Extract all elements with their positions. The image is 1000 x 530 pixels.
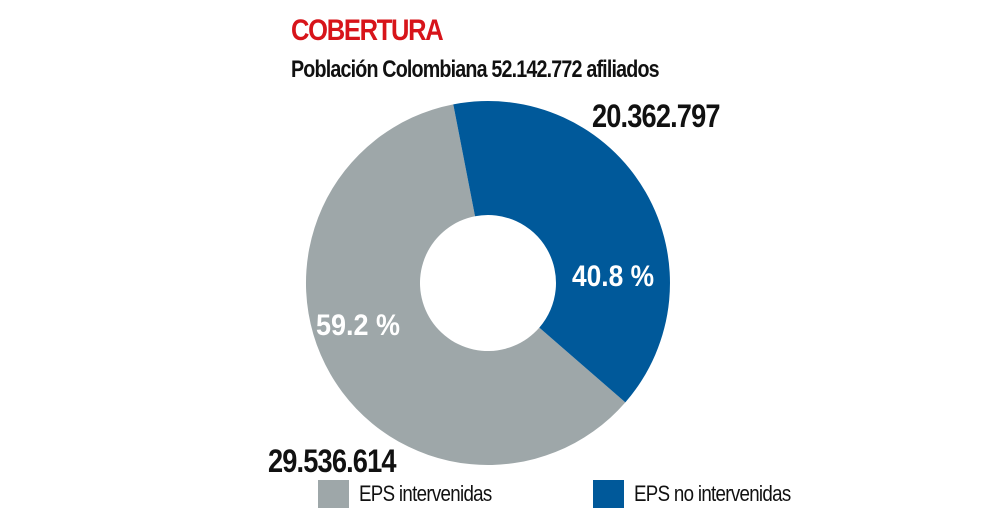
segment-eps-no-intervenidas <box>453 101 670 403</box>
legend-label: EPS intervenidas <box>359 481 492 506</box>
legend-item-intervenidas: EPS intervenidas <box>318 480 515 508</box>
value-label-intervenidas: 29.536.614 <box>268 443 396 479</box>
legend-swatch-blue <box>592 480 624 508</box>
legend-label: EPS no intervenidas <box>633 481 791 506</box>
legend-swatch-gray <box>318 480 349 508</box>
value-label-no-intervenidas: 20.362.797 <box>592 98 720 134</box>
segment-eps-intervenidas <box>305 104 626 466</box>
chart-subtitle: Población Colombiana 52.142.772 afiliado… <box>291 56 660 83</box>
percent-label-gray: 59.2 % <box>316 309 400 342</box>
percent-label-blue: 40.8 % <box>572 260 654 293</box>
legend: EPS intervenidas EPS no intervenidas <box>318 480 864 508</box>
chart-title: COBERTURA <box>291 14 444 47</box>
legend-item-no-intervenidas: EPS no intervenidas <box>592 480 818 508</box>
